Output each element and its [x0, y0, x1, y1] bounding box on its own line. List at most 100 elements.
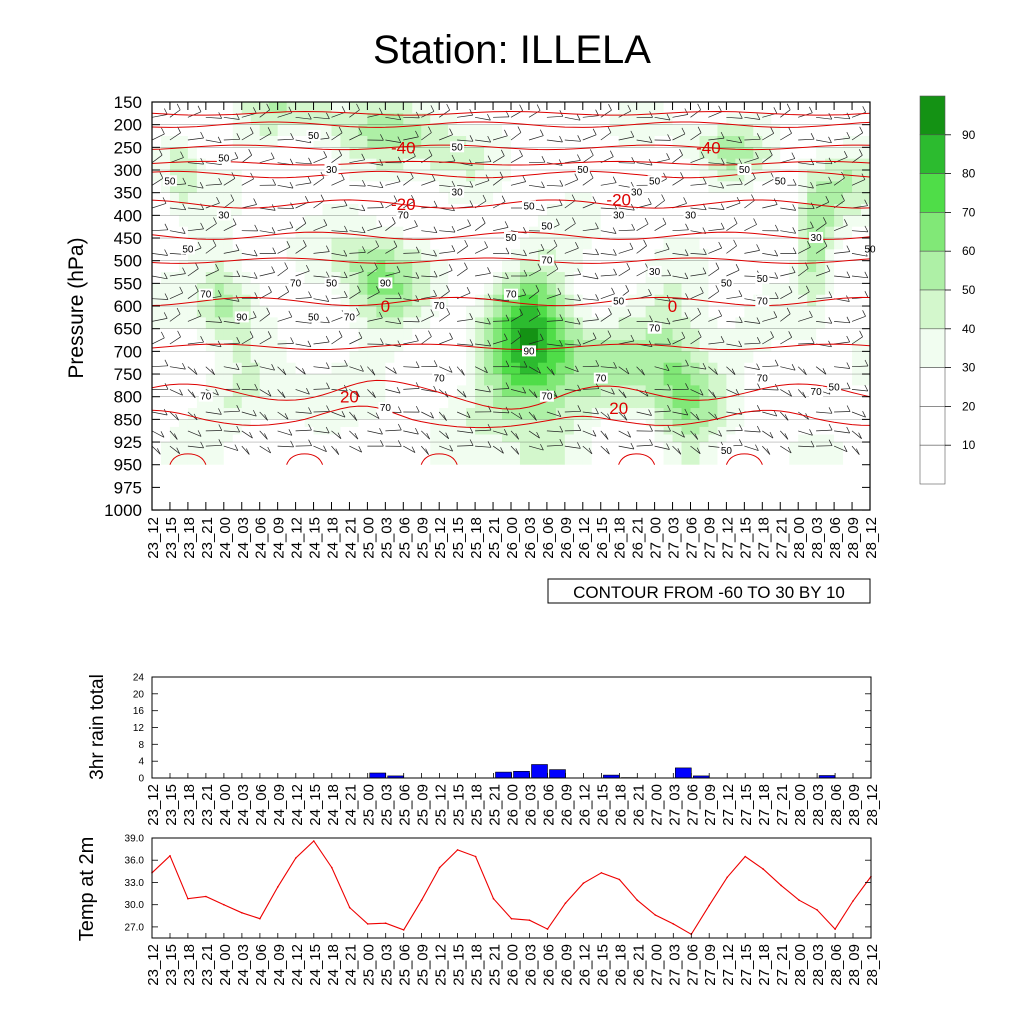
wind-barb-flag [755, 152, 759, 159]
humidity-cell [618, 434, 629, 443]
wind-barb-flag [875, 433, 878, 439]
humidity-cell [771, 434, 781, 443]
humidity-cell [169, 317, 180, 330]
wind-barb-flag [164, 249, 168, 256]
wind-barb-flag [648, 340, 653, 347]
humidity-cell [196, 249, 207, 262]
humidity-cell [295, 215, 306, 228]
wind-barb [654, 248, 670, 254]
humidity-cell [834, 170, 844, 182]
wind-barb-flag [756, 133, 761, 140]
humidity-cell [690, 434, 701, 443]
humidity-cell [421, 260, 431, 273]
humidity-cell [699, 283, 710, 296]
humidity-cell [430, 158, 440, 171]
temperature-contour-label: 20 [609, 399, 628, 418]
humidity-cell [672, 102, 683, 114]
wind-barb-flag [877, 308, 880, 314]
wind-barb [762, 154, 773, 163]
wind-barb [672, 275, 688, 280]
wind-barb-flag [308, 157, 312, 164]
humidity-cell [349, 204, 360, 216]
humidity-cell [654, 136, 665, 148]
wind-barb [295, 389, 310, 395]
wind-barb-flag [630, 130, 635, 138]
humidity-cell [169, 204, 180, 216]
humidity-cell [421, 226, 431, 239]
humidity-cell [852, 272, 862, 284]
wind-barb [187, 366, 198, 375]
humidity-cell [223, 408, 234, 420]
wind-barb-flag [774, 359, 779, 366]
humidity-cell [789, 434, 799, 443]
humidity-cell [735, 351, 745, 364]
wind-barb-flag [217, 136, 222, 143]
wind-barb-flag [254, 224, 259, 232]
humidity-cell [582, 136, 593, 148]
humidity-cell [555, 283, 566, 296]
humidity-cell [313, 408, 324, 420]
humidity-cell [645, 328, 656, 341]
humidity-cell [699, 351, 710, 364]
wind-barb [475, 321, 491, 325]
wind-barb-flag [823, 240, 828, 247]
wind-barb [726, 245, 737, 254]
humidity-cell [178, 328, 189, 341]
humidity-cell [708, 434, 719, 443]
rh-contour-label: 50 [308, 131, 320, 142]
wind-barb [259, 207, 276, 211]
wind-barb-flag [235, 244, 240, 251]
humidity-cell [412, 419, 422, 428]
humidity-cell [511, 136, 521, 148]
humidity-cell [430, 283, 440, 296]
wind-barb-flag [519, 308, 523, 315]
humidity-cell [169, 408, 180, 420]
humidity-cell [735, 147, 745, 160]
humidity-cell [232, 294, 243, 307]
humidity-cell [807, 317, 817, 330]
humidity-cell [349, 158, 360, 171]
humidity-cell [852, 362, 862, 375]
wind-barb [618, 268, 630, 277]
wind-barb-flag [164, 223, 169, 230]
temp-xtick-label: 28_06 [828, 944, 845, 986]
wind-barb [510, 314, 523, 322]
wind-barb [241, 389, 258, 391]
humidity-cell [582, 351, 593, 364]
wind-barb [582, 319, 599, 322]
humidity-cell [214, 419, 225, 428]
time-tick-label: 27_15 [737, 517, 754, 559]
humidity-cell [663, 249, 674, 262]
wind-barb-flag [608, 308, 612, 315]
wind-barb [690, 253, 707, 255]
humidity-cell [259, 158, 270, 171]
humidity-cell [250, 204, 261, 216]
wind-barb-flag [433, 270, 438, 278]
wind-barb [367, 184, 383, 189]
humidity-cell [340, 442, 351, 466]
humidity-cell [448, 215, 458, 228]
humidity-cell [152, 238, 162, 250]
time-tick-label: 24_12 [289, 517, 306, 559]
humidity-cell [268, 385, 279, 398]
humidity-cell [241, 158, 252, 171]
humidity-cell [519, 147, 530, 160]
rain-xtick-label: 26_21 [630, 784, 647, 826]
humidity-cell [511, 192, 521, 205]
humidity-cell [573, 294, 584, 307]
humidity-cell [187, 136, 198, 148]
wind-barb-flag [667, 424, 671, 432]
wind-barb [726, 366, 736, 375]
humidity-cell [475, 136, 485, 148]
wind-barb-flag [320, 194, 325, 201]
humidity-cell [394, 147, 404, 160]
rh-contour-label: 30 [631, 188, 643, 199]
wind-barb [546, 320, 563, 322]
wind-barb-flag [361, 204, 366, 211]
wind-barb [259, 445, 271, 454]
humidity-cell [223, 442, 234, 466]
humidity-cell [825, 170, 835, 182]
humidity-cell [744, 362, 754, 375]
temperature-point [582, 882, 585, 884]
humidity-cell [304, 272, 315, 284]
